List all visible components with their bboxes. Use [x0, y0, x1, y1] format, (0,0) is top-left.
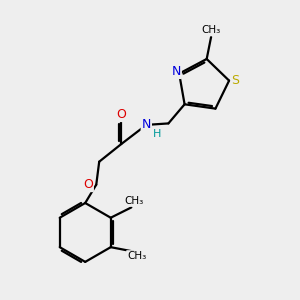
Text: N: N — [142, 118, 151, 131]
Text: CH₃: CH₃ — [127, 251, 146, 261]
Text: H: H — [153, 129, 162, 139]
Text: CH₃: CH₃ — [202, 26, 221, 35]
Text: N: N — [172, 65, 181, 78]
Text: O: O — [83, 178, 93, 191]
Text: CH₃: CH₃ — [125, 196, 144, 206]
Text: S: S — [232, 74, 240, 87]
Text: O: O — [116, 108, 126, 121]
